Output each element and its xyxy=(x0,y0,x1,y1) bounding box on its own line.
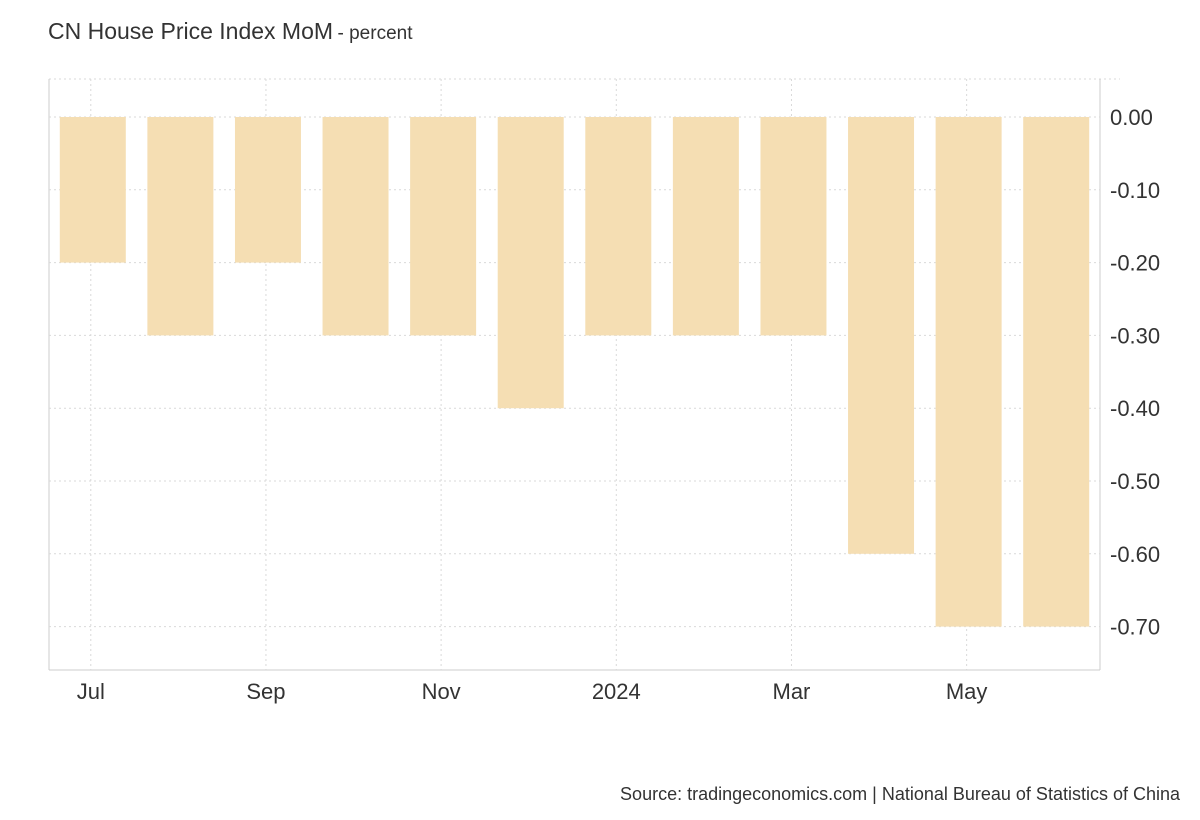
x-tick-label: Mar xyxy=(773,679,811,704)
y-tick-label: -0.30 xyxy=(1110,323,1160,348)
chart-title: CN House Price Index MoM xyxy=(48,18,334,44)
y-tick-label: 0.00 xyxy=(1110,105,1153,130)
y-tick-label: -0.20 xyxy=(1110,251,1160,276)
x-tick-label: Nov xyxy=(422,679,461,704)
x-tick-label: Jul xyxy=(77,679,105,704)
bar xyxy=(1023,117,1090,627)
bar xyxy=(848,117,915,554)
x-tick-label: May xyxy=(946,679,988,704)
bar xyxy=(59,117,126,263)
y-tick-label: -0.40 xyxy=(1110,396,1160,421)
bar xyxy=(234,117,301,263)
x-tick-label: 2024 xyxy=(592,679,641,704)
y-tick-label: -0.70 xyxy=(1110,615,1160,640)
x-tick-label: Sep xyxy=(246,679,285,704)
bar xyxy=(935,117,1002,627)
y-tick-label: -0.60 xyxy=(1110,542,1160,567)
bar xyxy=(672,117,739,336)
y-tick-label: -0.10 xyxy=(1110,178,1160,203)
chart-subtitle: - percent xyxy=(337,23,413,44)
bar-chart: 0.00 -0.10 -0.20 -0.30 -0.40 -0.50 -0.60 -0.70 J… xyxy=(48,78,1160,704)
bar xyxy=(497,117,564,409)
chart-title-block: CN House Price Index MoM - percent xyxy=(48,18,412,45)
bar xyxy=(322,117,389,336)
bar xyxy=(410,117,477,336)
bar xyxy=(585,117,652,336)
bar xyxy=(147,117,214,336)
bar xyxy=(760,117,827,336)
source-note: Source: tradingeconomics.com | National … xyxy=(620,784,1180,804)
y-tick-label: -0.50 xyxy=(1110,469,1160,494)
